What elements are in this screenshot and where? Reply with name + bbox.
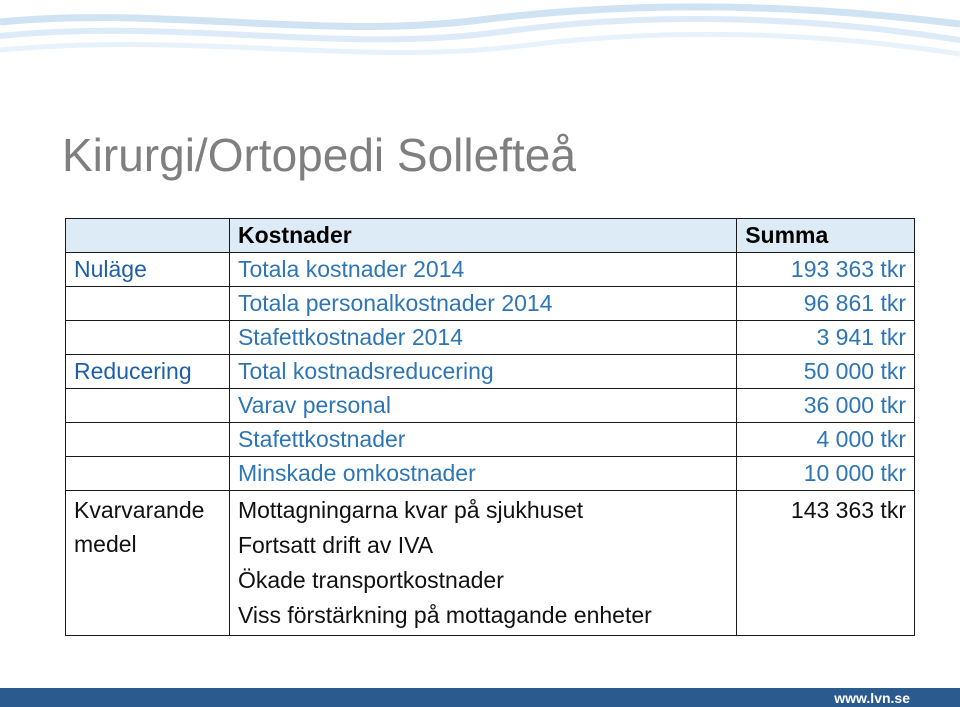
header-sum: Summa bbox=[736, 218, 915, 253]
header-cost: Kostnader bbox=[228, 218, 738, 253]
table-header-row: Kostnader Summa bbox=[65, 218, 915, 253]
row-sum: 10 000 tkr bbox=[736, 456, 915, 491]
slide-title: Kirurgi/Ortopedi Sollefteå bbox=[62, 129, 576, 181]
row-sum: 3 941 tkr bbox=[736, 320, 915, 355]
row-category bbox=[65, 286, 230, 321]
table-row-remaining: Kvarvarande medel Mottagningarna kvar på… bbox=[65, 490, 915, 636]
row-sum: 193 363 tkr bbox=[736, 252, 915, 287]
remaining-category: Kvarvarande medel bbox=[65, 490, 230, 636]
row-cost: Stafettkostnader 2014 bbox=[228, 320, 738, 355]
remaining-items: Mottagningarna kvar på sjukhuset Fortsat… bbox=[228, 490, 738, 636]
row-cost: Varav personal bbox=[228, 388, 738, 423]
row-sum: 36 000 tkr bbox=[736, 388, 915, 423]
row-category bbox=[65, 320, 230, 355]
remaining-item: Mottagningarna kvar på sjukhuset bbox=[237, 497, 584, 523]
row-cost: Minskade omkostnader bbox=[228, 456, 738, 491]
table-row: Nuläge Totala kostnader 2014 193 363 tkr bbox=[65, 252, 915, 287]
remaining-category-line1: Kvarvarande bbox=[74, 497, 205, 523]
row-sum: 50 000 tkr bbox=[736, 354, 915, 389]
table-row: Stafettkostnader 2014 3 941 tkr bbox=[65, 320, 915, 355]
table-row: Totala personalkostnader 2014 96 861 tkr bbox=[65, 286, 915, 321]
row-category bbox=[65, 422, 230, 457]
table-row: Reducering Total kostnadsreducering 50 0… bbox=[65, 354, 915, 389]
table-row: Minskade omkostnader 10 000 tkr bbox=[65, 456, 915, 491]
website-label: www.lvn.se bbox=[834, 690, 910, 706]
remaining-item: Ökade transportkostnader bbox=[237, 567, 504, 593]
row-category bbox=[65, 456, 230, 491]
decorative-waves bbox=[0, 3, 960, 57]
cost-table: Kostnader Summa Nuläge Totala kostnader … bbox=[65, 218, 915, 636]
row-cost: Totala personalkostnader 2014 bbox=[228, 286, 738, 321]
row-category: Reducering bbox=[65, 354, 230, 389]
row-sum: 4 000 tkr bbox=[736, 422, 915, 457]
remaining-category-line2: medel bbox=[74, 531, 137, 557]
footer-bar bbox=[0, 688, 960, 707]
table-row: Stafettkostnader 4 000 tkr bbox=[65, 422, 915, 457]
remaining-sum: 143 363 tkr bbox=[736, 490, 915, 636]
row-category: Nuläge bbox=[65, 252, 230, 287]
row-cost: Totala kostnader 2014 bbox=[228, 252, 738, 287]
row-cost: Stafettkostnader bbox=[228, 422, 738, 457]
header-category bbox=[65, 218, 230, 253]
row-cost: Total kostnadsreducering bbox=[228, 354, 738, 389]
remaining-item: Fortsatt drift av IVA bbox=[237, 532, 434, 558]
row-sum: 96 861 tkr bbox=[736, 286, 915, 321]
remaining-item: Viss förstärkning på mottagande enheter bbox=[237, 602, 652, 628]
table-row: Varav personal 36 000 tkr bbox=[65, 388, 915, 423]
row-category bbox=[65, 388, 230, 423]
